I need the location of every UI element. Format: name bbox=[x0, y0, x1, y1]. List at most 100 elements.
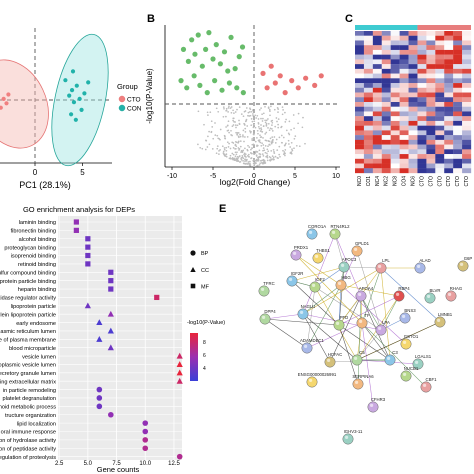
heatmap-cell bbox=[381, 154, 391, 159]
heatmap-cell bbox=[390, 120, 400, 126]
down-regulated-point bbox=[217, 61, 223, 67]
heatmap-cell bbox=[355, 45, 365, 51]
heatmap-cell bbox=[435, 59, 445, 65]
heatmap-cell bbox=[363, 45, 373, 51]
heatmap-cell bbox=[453, 154, 463, 159]
heatmap-cell bbox=[399, 168, 409, 174]
network-edge bbox=[356, 250, 382, 331]
ns-point bbox=[277, 123, 279, 126]
down-regulated-point bbox=[234, 85, 240, 91]
network-node-label: G6P bbox=[464, 256, 473, 261]
go-term-label: secretory granule lumen bbox=[0, 371, 56, 377]
ns-point bbox=[243, 140, 245, 143]
ns-point bbox=[284, 152, 286, 155]
heatmap-cell bbox=[355, 54, 365, 60]
ns-point bbox=[215, 107, 218, 110]
heatmap-cell bbox=[408, 149, 418, 155]
ns-point bbox=[239, 135, 242, 138]
heatmap-cell bbox=[435, 78, 445, 84]
network-node-alad bbox=[414, 262, 426, 274]
con-point bbox=[73, 117, 78, 122]
ns-point bbox=[253, 120, 256, 123]
heatmap-cell bbox=[444, 64, 454, 70]
heatmap-cell bbox=[444, 68, 454, 74]
ns-point bbox=[272, 156, 275, 159]
ns-point bbox=[246, 136, 249, 138]
go-bp-marker bbox=[108, 411, 114, 418]
ns-point bbox=[225, 149, 228, 152]
ns-point bbox=[257, 132, 259, 135]
heatmap-cell bbox=[462, 31, 472, 36]
ns-point bbox=[283, 151, 286, 153]
heatmap-cell bbox=[453, 45, 463, 51]
heatmap-cell bbox=[381, 78, 391, 84]
heatmap-cell bbox=[381, 125, 391, 131]
network-node-label: LMNB1 bbox=[438, 312, 453, 317]
network-node-label: BNS3 bbox=[404, 308, 416, 313]
heatmap-cell bbox=[399, 64, 409, 70]
network-edge bbox=[295, 254, 363, 324]
ns-point bbox=[229, 154, 232, 157]
heatmap-cell bbox=[363, 68, 373, 74]
ns-point bbox=[255, 117, 258, 119]
network-node-hcfac bbox=[324, 356, 336, 368]
heatmap-cell bbox=[381, 92, 391, 98]
heatmap-cell bbox=[355, 87, 365, 93]
heatmap-cell bbox=[390, 106, 400, 112]
heatmap-cell bbox=[390, 97, 400, 103]
network-node-rtn4rl2 bbox=[329, 228, 341, 240]
network-edge bbox=[380, 295, 400, 331]
heatmap-cell bbox=[462, 168, 472, 174]
heatmap-cell bbox=[444, 139, 454, 145]
heatmap-cell bbox=[462, 78, 472, 84]
ns-point bbox=[216, 134, 219, 137]
network-node-label: THBS1 bbox=[316, 248, 330, 253]
heatmap-col-label: CTO bbox=[446, 176, 452, 187]
heatmap-cell bbox=[444, 106, 454, 112]
ns-point bbox=[242, 135, 244, 138]
heatmap-cell bbox=[390, 45, 400, 51]
heatmap-cell bbox=[444, 97, 454, 103]
ns-point bbox=[237, 147, 240, 149]
network-node-igf2r bbox=[286, 275, 298, 287]
network-edge bbox=[334, 233, 345, 268]
ns-point bbox=[238, 119, 240, 122]
heatmap-cell bbox=[426, 111, 436, 117]
ns-point bbox=[259, 136, 262, 139]
go-term-label: isting extracellular matrix bbox=[0, 379, 56, 385]
ns-point bbox=[247, 161, 250, 163]
ns-point bbox=[250, 152, 253, 155]
heatmap-cell bbox=[381, 59, 391, 65]
heatmap-cell bbox=[408, 120, 418, 126]
go-term-label: fibronectin binding bbox=[11, 229, 56, 235]
network-node-g6p bbox=[457, 260, 469, 272]
con-point bbox=[71, 100, 77, 105]
ns-point bbox=[218, 150, 220, 152]
network-node-coro1a bbox=[306, 228, 318, 240]
heatmap-cell bbox=[363, 40, 373, 46]
heatmap-cell bbox=[372, 49, 382, 55]
ns-point bbox=[231, 125, 234, 128]
ns-point bbox=[284, 111, 286, 114]
heatmap-cell bbox=[426, 106, 436, 112]
ns-point bbox=[235, 158, 238, 161]
ns-point bbox=[271, 124, 273, 126]
network-node-c5 bbox=[351, 354, 363, 366]
ns-point bbox=[272, 158, 275, 161]
ns-point bbox=[277, 111, 279, 113]
ns-point bbox=[250, 157, 253, 159]
network-node-highlight bbox=[437, 318, 441, 322]
ns-point bbox=[267, 118, 269, 120]
go-mf-marker bbox=[85, 261, 91, 267]
ns-point bbox=[222, 150, 225, 153]
ns-point bbox=[280, 134, 283, 137]
heatmap-cell bbox=[372, 149, 382, 155]
heatmap-cell bbox=[363, 106, 373, 112]
network-edge bbox=[360, 295, 382, 331]
heatmap-cell bbox=[444, 168, 454, 174]
heatmap-cell bbox=[435, 144, 445, 150]
go-term-label: platelet degranulation bbox=[3, 396, 57, 402]
ns-point bbox=[266, 156, 269, 159]
ns-point bbox=[240, 113, 243, 115]
heatmap-cell bbox=[390, 73, 400, 79]
